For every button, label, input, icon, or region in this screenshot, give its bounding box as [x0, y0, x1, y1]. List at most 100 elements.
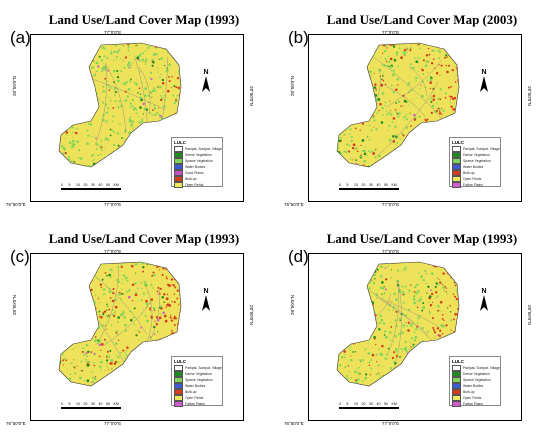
legend-swatch [174, 146, 183, 152]
scale-tick: 40 [98, 402, 103, 406]
legend-item: Dense Vegetation [174, 152, 220, 158]
scale-bar: 0 5 10 20 30 40 50 KM [61, 183, 121, 193]
legend-item: Open Fields [174, 182, 220, 188]
legend-label: Sparse Vegetation [463, 159, 491, 163]
scale-tick: 0 [339, 183, 341, 187]
scale-tick: 20 [83, 183, 88, 187]
left-coordinate: 28°50'0"N [12, 75, 17, 96]
scale-tick: 10 [76, 183, 80, 187]
legend-label: Built-up [185, 390, 197, 394]
top-coordinate: 77°0'0"E [104, 30, 122, 35]
scale-tick: 40 [98, 183, 103, 187]
lulc-map [58, 42, 182, 168]
legend-item: Fallow Plains [452, 401, 498, 407]
left-coordinate: 28°50'0"N [290, 75, 295, 96]
bottom-left-coordinate: 76°50'0"E [284, 421, 304, 426]
scale-unit: KM [391, 183, 397, 187]
legend-item: Panipat, Sonipat, Village [452, 365, 500, 371]
legend-swatch [174, 164, 183, 170]
legend-label: Water Bodies [463, 165, 484, 169]
scale-bar: 0 5 10 20 30 40 50 KM [339, 183, 399, 193]
legend-item: Sparse Vegetation [452, 377, 498, 383]
legend-item: Dense Vegetation [174, 371, 220, 377]
legend-label: Panipat, Sonipat, Village [463, 147, 500, 151]
scale-tick: 50 [106, 183, 110, 187]
legend-label: Fallow Plains [463, 402, 483, 406]
scale-tick: 0 [61, 402, 63, 406]
right-coordinate: 28°50'0"N [527, 305, 532, 326]
bottom-left-coordinate: 76°50'0"E [6, 421, 26, 426]
legend: LULC Panipat, Sonipat, Village Dense Vege… [449, 356, 501, 407]
legend: LULC Panipat, Sonipat, Village Dense Vege… [171, 137, 223, 188]
legend-label: Fallow Plains [185, 402, 205, 406]
legend-item: Open Fields [174, 395, 220, 401]
legend-swatch [174, 170, 183, 176]
scale-tick: 10 [354, 402, 358, 406]
panel-letter: (c) [10, 247, 30, 266]
legend-label: Water Bodies [463, 384, 484, 388]
legend-swatch [174, 176, 183, 182]
legend-item: Dense Vegetation [452, 152, 498, 158]
legend-title: LULC [174, 140, 186, 145]
district-boundary [58, 42, 182, 168]
map-panel-d: Land Use/Land Cover Map (1993) (d) 77°0'… [282, 225, 547, 430]
scale-tick: 10 [354, 183, 358, 187]
scale-unit: KM [113, 402, 119, 406]
legend-swatch [452, 158, 461, 164]
scale-unit: KM [391, 402, 397, 406]
panel-title: Land Use/Land Cover Map (1993) [326, 231, 518, 246]
legend-title: LULC [452, 359, 464, 364]
bottom-coordinate: 77°0'0"E [104, 421, 122, 426]
map-panel-b: Land Use/Land Cover Map (2003) (b) 77°0'… [282, 6, 547, 211]
legend-swatch [452, 377, 461, 383]
legend-label: Dense Vegetation [185, 372, 212, 376]
legend-item: Open Fields [452, 176, 498, 182]
legend-label: Built-up [185, 177, 197, 181]
scale-tick: 40 [376, 183, 381, 187]
lulc-map [336, 42, 460, 168]
scale-bar: 0 5 10 20 30 40 50 KM [61, 402, 121, 412]
legend-label: Water Bodies [185, 384, 206, 388]
scale-tick: 40 [376, 402, 381, 406]
legend-swatch [452, 170, 461, 176]
panel-letter: (d) [288, 247, 309, 266]
legend-item: Panipat, Sonipat, Village [174, 365, 222, 371]
panel-title: Land Use/Land Cover Map (1993) [48, 12, 240, 27]
top-coordinate: 77°0'0"E [382, 30, 400, 35]
legend: LULC Panipat, Sonipat, Village Dense Vege… [171, 356, 223, 407]
panel-letter: (a) [10, 28, 31, 47]
top-coordinate: 77°0'0"E [104, 249, 122, 254]
scale-tick: 20 [83, 402, 88, 406]
legend-swatch [174, 389, 183, 395]
legend-swatch [452, 371, 461, 377]
legend-swatch [174, 401, 183, 407]
legend-swatch [452, 395, 461, 401]
legend-swatch [452, 164, 461, 170]
legend-item: Sparse Vegetation [174, 158, 220, 164]
scale-tick: 30 [91, 402, 95, 406]
scale-tick: 20 [361, 183, 366, 187]
legend-label: Water Bodies [185, 165, 206, 169]
legend-item: Water Bodies [452, 383, 498, 389]
legend-item: Sparse Vegetation [452, 158, 498, 164]
map-frame: N LULC Panipat, Sonipat, Village Dense Ve… [30, 253, 244, 421]
legend-swatch [452, 152, 461, 158]
scale-tick: 5 [68, 402, 71, 406]
scale-tick: 5 [346, 402, 349, 406]
legend-swatch [452, 383, 461, 389]
panel-title: Land Use/Land Cover Map (1993) [48, 231, 240, 246]
legend-label: Panipat, Sonipat, Village [463, 366, 500, 370]
legend-label: Open Fields [463, 396, 482, 400]
legend-swatch [174, 377, 183, 383]
legend-item: Water Bodies [174, 164, 220, 170]
legend-swatch [452, 365, 461, 371]
legend-item: Built-up [452, 389, 498, 395]
legend-swatch [174, 152, 183, 158]
bottom-coordinate: 77°0'0"E [382, 202, 400, 207]
legend-swatch [452, 146, 461, 152]
legend-label: Panipat, Sonipat, Village [185, 147, 222, 151]
legend-label: Fallow Plains [463, 183, 483, 187]
lulc-map [336, 261, 460, 387]
legend-label: Dense Vegetation [185, 153, 212, 157]
legend-swatch [174, 371, 183, 377]
